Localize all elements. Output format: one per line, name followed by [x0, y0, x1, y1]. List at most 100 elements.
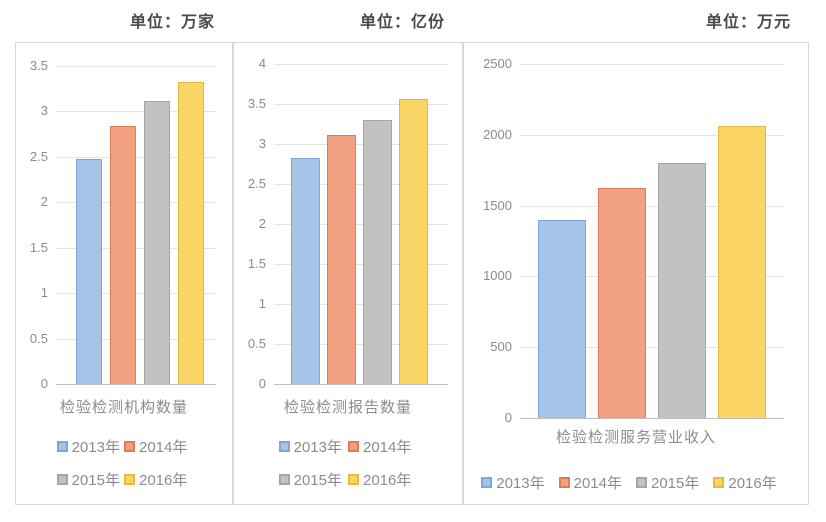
y-gridline [520, 347, 784, 349]
y-tick-label: 2.5 [29, 148, 48, 164]
chart-panel-reports: 单位：亿份 4 3.5 3 2.5 2 1.5 1 0.5 0 检验检测报告数量 2013年 2014… [233, 8, 463, 505]
legend-swatch-icon [56, 473, 68, 485]
legend-label: 2016年 [363, 471, 412, 489]
legend-swatch-icon [124, 440, 135, 452]
legend: 2013年 2014年 2015年 2016年 [464, 470, 808, 503]
legend-item-2016年: 2016年 [713, 472, 777, 493]
y-gridline [56, 66, 216, 67]
bar-2016年 [399, 99, 428, 384]
legend-label: 2014年 [139, 438, 188, 456]
y-gridline [274, 224, 448, 225]
y-tick-label: 0 [258, 376, 266, 391]
legend-row: 2015年 2016年 [278, 467, 418, 491]
y-gridline [274, 104, 448, 105]
y-tick-label: 2.5 [247, 176, 266, 191]
legend-label: 2014年 [363, 438, 412, 456]
legend-swatch-icon [278, 473, 290, 485]
y-tick-label: 0.5 [29, 330, 48, 346]
bar-2014年 [327, 135, 356, 384]
y-tick-label: 500 [490, 339, 512, 355]
y-gridline [520, 276, 784, 278]
legend-swatch-icon [636, 476, 647, 488]
bar-2013年 [291, 158, 320, 384]
chart-panel-revenue: 单位：万元 2500 2000 1500 1000 500 0 检验检测服务营业收入 2013… [463, 8, 809, 505]
legend-swatch-icon [481, 476, 493, 488]
bar-2015年 [363, 120, 392, 384]
chart-panel-institutions: 单位：万家 3.5 3 2.5 2 1.5 1 0.5 0 检验检测机构数量 2013年 2014年… [15, 8, 233, 505]
y-tick-label: 1 [40, 285, 48, 301]
legend-swatch-icon [348, 440, 359, 452]
y-tick-label: 3 [40, 103, 48, 119]
bar-2013年 [76, 159, 102, 384]
y-gridline [56, 202, 216, 204]
chart-unit-title: 单位：万家 [129, 14, 215, 31]
category-axis-label: 检验检测报告数量 [283, 399, 412, 416]
legend-swatch-icon [278, 440, 290, 452]
x-axis-line [520, 418, 784, 419]
chart-unit-title: 单位：亿份 [359, 14, 445, 31]
legend-label: 2015年 [651, 474, 700, 492]
category-axis-label: 检验检测服务营业收入 [555, 429, 716, 446]
bar-2016年 [178, 82, 204, 384]
bar-2014年 [110, 126, 136, 384]
y-gridline [274, 264, 448, 265]
legend-item-2013年: 2013年 [481, 472, 545, 493]
legend-item-2013年: 2013年 [56, 436, 120, 457]
y-tick-label: 2000 [483, 126, 512, 142]
y-gridline [520, 205, 784, 207]
legend-item-2014年: 2014年 [348, 436, 411, 457]
y-gridline [56, 338, 216, 340]
legend-swatch-icon [713, 476, 725, 488]
chart-panels-row: 单位：万家 3.5 3 2.5 2 1.5 1 0.5 0 检验检测机构数量 2013年 2014年… [15, 8, 809, 505]
y-tick-label: 3 [258, 136, 266, 151]
bar-2015年 [658, 163, 706, 418]
y-tick-label: 1 [258, 296, 266, 311]
y-gridline [520, 134, 784, 136]
y-tick-label: 4 [258, 56, 266, 71]
bar-2015年 [144, 101, 170, 384]
y-tick-label: 1.5 [29, 239, 48, 255]
legend-item-2015年: 2015年 [56, 469, 120, 490]
y-tick-label: 2500 [483, 56, 512, 71]
x-axis-line [274, 384, 448, 385]
legend-label: 2013年 [293, 438, 342, 456]
legend-label: 2016年 [139, 471, 188, 489]
legend-item-2014年: 2014年 [124, 436, 187, 457]
y-tick-label: 2 [40, 194, 48, 210]
y-tick-label: 0.5 [247, 336, 266, 351]
plot-area: 4 3.5 3 2.5 2 1.5 1 0.5 0 [234, 43, 462, 391]
y-gridline [274, 144, 448, 145]
bar-2013年 [538, 220, 586, 418]
bar-2014年 [598, 188, 646, 418]
y-gridline [274, 344, 448, 345]
legend-item-2015年: 2015年 [278, 469, 342, 490]
legend-swatch-icon [348, 473, 359, 485]
category-axis-label: 检验检测机构数量 [59, 399, 188, 416]
y-tick-label: 1.5 [247, 256, 266, 271]
legend-row: 2013年 2014年 [56, 434, 192, 458]
y-gridline [274, 304, 448, 305]
y-gridline [56, 156, 216, 158]
legend-swatch-icon [124, 473, 135, 485]
chart-canvas-revenue: 2500 2000 1500 1000 500 0 检验检测服务营业收入 2013年 2014年… [463, 42, 809, 505]
legend-label: 2013年 [496, 474, 545, 492]
legend-row: 2013年 2014年 [278, 434, 418, 458]
y-tick-label: 1500 [483, 197, 512, 213]
legend-item-2016年: 2016年 [348, 469, 411, 490]
y-tick-label: 1000 [483, 268, 512, 284]
y-tick-label: 3.5 [247, 96, 266, 111]
x-axis-line [56, 384, 216, 385]
y-gridline [274, 184, 448, 185]
legend-item-2014年: 2014年 [558, 472, 622, 493]
y-gridline [56, 247, 216, 249]
bar-2016年 [718, 126, 766, 418]
legend: 2013年 2014年 2015年 2016年 [16, 434, 232, 500]
y-gridline [56, 293, 216, 295]
legend-label: 2015年 [293, 471, 342, 489]
legend-swatch-icon [56, 440, 68, 452]
plot-area: 3.5 3 2.5 2 1.5 1 0.5 0 [16, 43, 232, 391]
legend-item-2016年: 2016年 [124, 469, 187, 490]
legend-row: 2015年 2016年 [56, 467, 192, 491]
y-tick-label: 0 [40, 376, 48, 391]
